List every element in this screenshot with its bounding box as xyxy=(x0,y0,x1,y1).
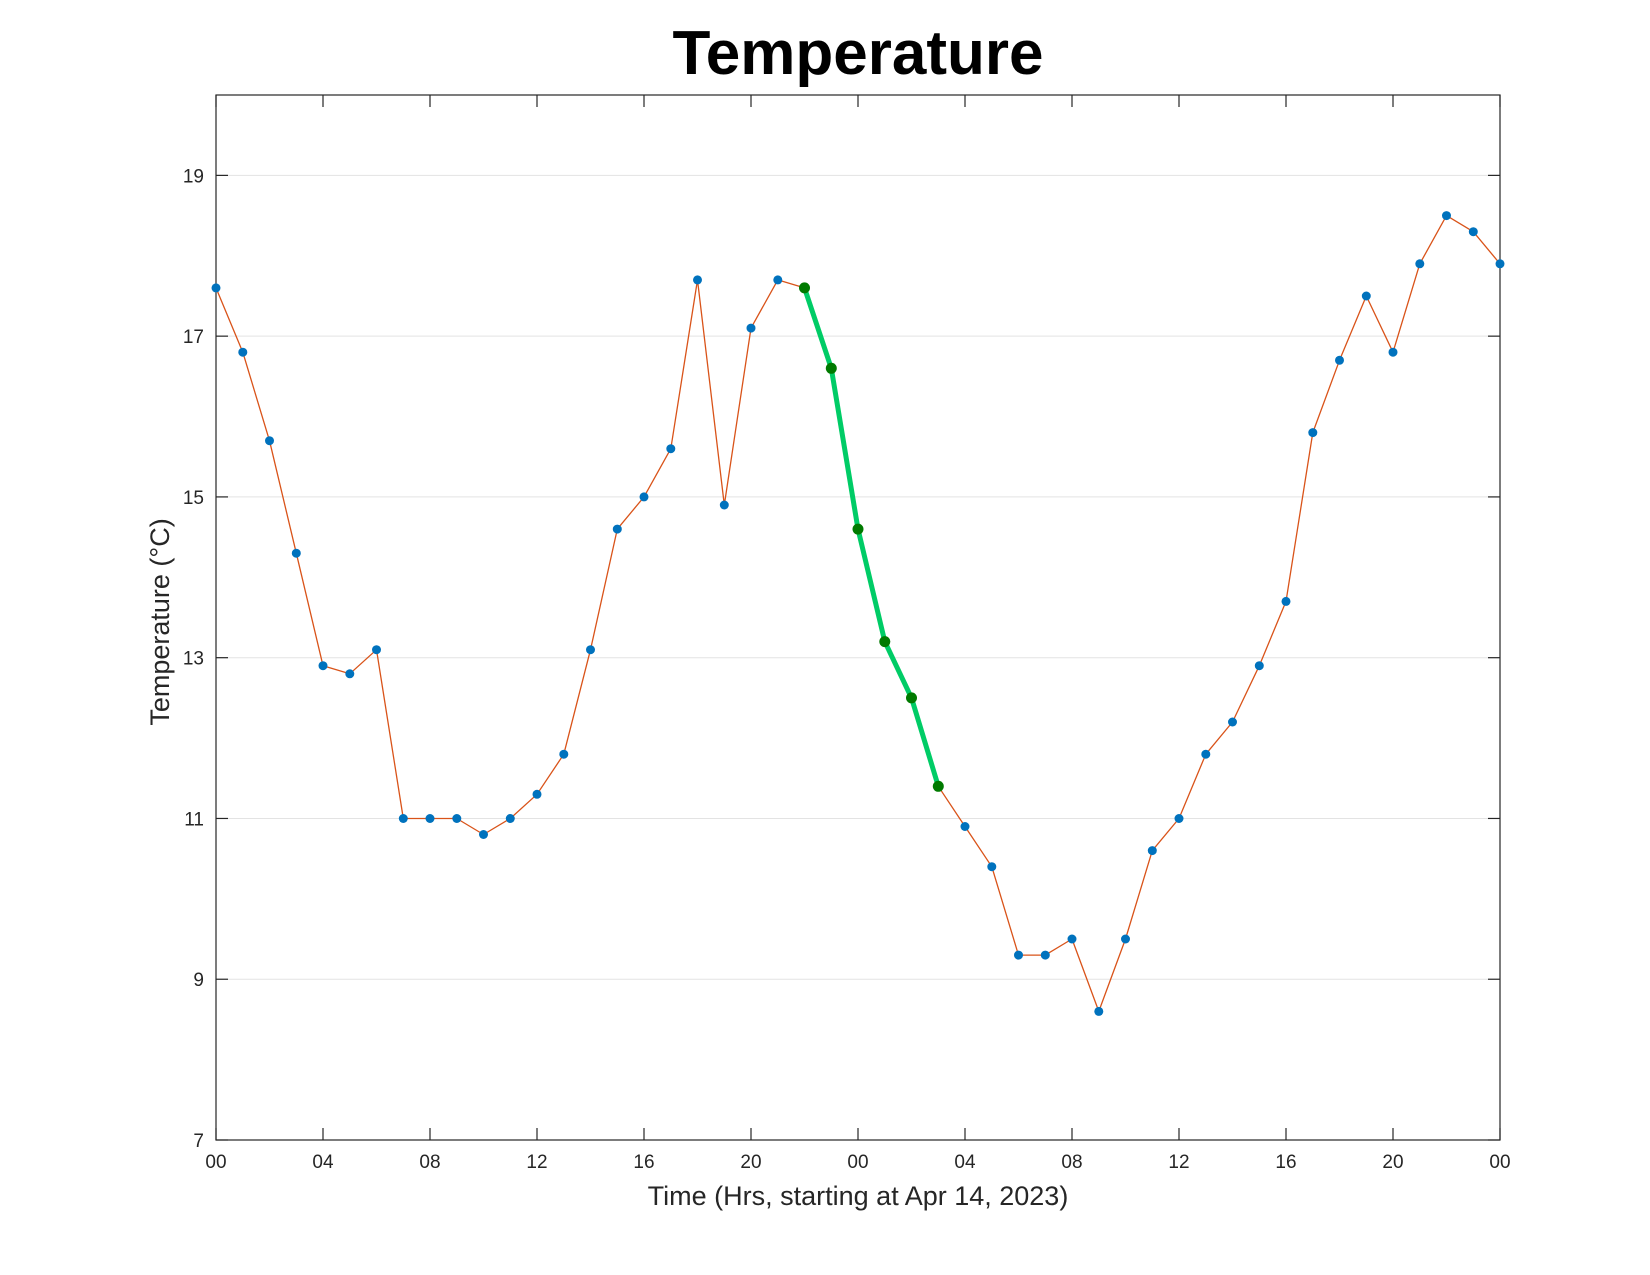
series-line xyxy=(802,285,941,789)
x-tick-label: 08 xyxy=(419,1152,440,1173)
data-point xyxy=(345,669,355,679)
data-point xyxy=(452,814,462,823)
data-point xyxy=(773,275,783,285)
data-point xyxy=(238,347,248,357)
data-point xyxy=(291,548,301,558)
data-point xyxy=(586,645,595,655)
y-tick-label: 17 xyxy=(183,327,204,348)
x-axis-label: Time (Hrs, starting at Apr 14, 2023) xyxy=(648,1181,1069,1211)
axis-ticks xyxy=(215,95,1501,1141)
x-tick-label: 12 xyxy=(1168,1152,1189,1173)
y-tick-label: 7 xyxy=(193,1131,204,1152)
data-point xyxy=(1495,259,1505,269)
data-point xyxy=(1094,1006,1104,1016)
data-point xyxy=(559,749,569,759)
series-1 xyxy=(799,282,944,792)
data-point xyxy=(1468,227,1478,237)
data-point xyxy=(1254,661,1264,671)
data-point xyxy=(906,692,917,704)
x-tick-label: 12 xyxy=(526,1152,547,1173)
data-point xyxy=(1147,846,1157,856)
y-tick-label: 13 xyxy=(183,649,204,670)
data-point xyxy=(852,523,864,535)
data-point xyxy=(1174,814,1184,823)
data-point xyxy=(398,814,408,823)
data-point xyxy=(1067,934,1077,944)
data-point xyxy=(639,492,649,502)
x-tick-label: 16 xyxy=(633,1152,654,1173)
data-point xyxy=(1335,355,1344,365)
data-point xyxy=(1442,211,1451,221)
x-tick-label: 20 xyxy=(740,1152,761,1173)
plot-area xyxy=(215,94,1501,1141)
data-point xyxy=(1014,950,1023,960)
series-layer xyxy=(211,211,1505,1016)
x-tick-labels: 00 04 08 12 16 20 00 04 08 12 16 20 00 xyxy=(205,1152,1510,1173)
y-tick-label: 15 xyxy=(183,488,204,509)
y-tick-label: 11 xyxy=(184,809,204,830)
data-point xyxy=(425,814,435,823)
data-point xyxy=(505,814,515,823)
x-tick-label: 00 xyxy=(1489,1152,1510,1173)
data-point xyxy=(1388,347,1398,357)
chart-title: Temperature xyxy=(673,19,1044,88)
series-0 xyxy=(211,211,1505,1016)
data-point xyxy=(372,645,381,655)
data-point xyxy=(799,282,810,294)
data-point xyxy=(211,283,221,293)
data-point xyxy=(932,780,944,792)
x-tick-label: 04 xyxy=(954,1152,976,1173)
data-point xyxy=(1121,934,1130,944)
data-point xyxy=(719,500,729,510)
data-point xyxy=(987,862,997,872)
data-point xyxy=(693,275,702,285)
data-point xyxy=(746,323,756,333)
y-tick-label: 9 xyxy=(193,970,204,991)
x-tick-label: 00 xyxy=(205,1152,226,1173)
data-point xyxy=(1308,428,1318,438)
series-line xyxy=(215,214,1501,1013)
y-tick-labels: 7 9 11 13 15 17 19 xyxy=(183,166,204,1152)
data-point xyxy=(532,789,542,799)
y-axis-label: Temperature (°C) xyxy=(145,518,175,725)
data-point xyxy=(1201,749,1211,759)
x-tick-label: 00 xyxy=(847,1152,868,1173)
data-point xyxy=(612,524,622,534)
data-point xyxy=(318,661,328,671)
x-tick-label: 04 xyxy=(312,1152,334,1173)
x-tick-label: 08 xyxy=(1061,1152,1082,1173)
data-point xyxy=(960,822,970,831)
data-point xyxy=(1361,291,1371,301)
y-tick-label: 19 xyxy=(183,166,204,187)
data-point xyxy=(1228,717,1237,727)
grid-lines xyxy=(216,174,1500,980)
data-point xyxy=(879,636,891,648)
data-point xyxy=(479,830,488,839)
x-tick-label: 20 xyxy=(1382,1152,1403,1173)
data-point xyxy=(825,362,837,374)
data-point xyxy=(1040,950,1050,960)
data-point xyxy=(265,436,274,446)
data-point xyxy=(1415,259,1425,269)
data-point xyxy=(666,444,676,454)
data-point xyxy=(1281,596,1291,606)
x-tick-label: 16 xyxy=(1275,1152,1296,1173)
